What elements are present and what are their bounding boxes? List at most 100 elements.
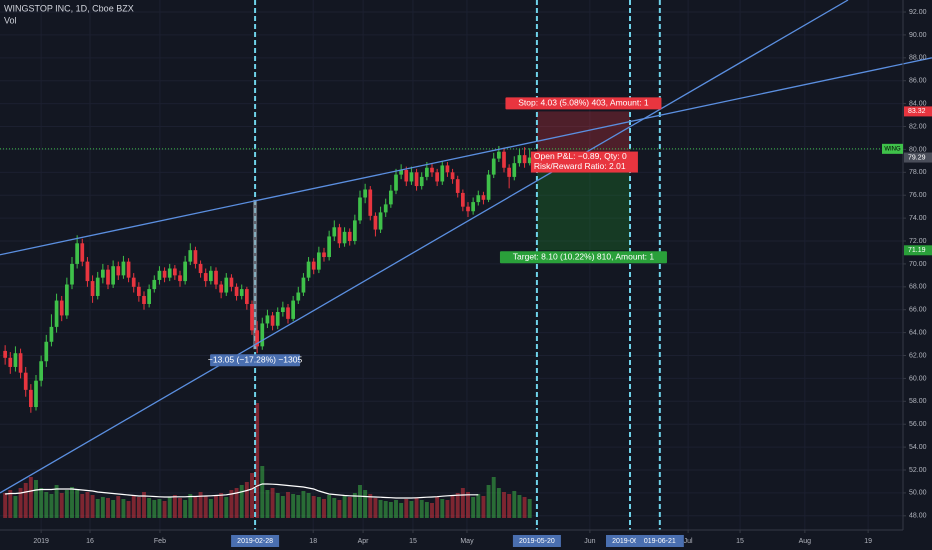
volume-bar	[265, 490, 270, 518]
volume-bar	[430, 503, 434, 518]
candle-body	[337, 227, 342, 244]
candle-body	[394, 174, 398, 191]
volume-bar	[239, 485, 244, 518]
chart-title: WINGSTOP INC, 1D, Cboe BZX	[4, 3, 134, 13]
candle-body	[59, 300, 64, 316]
candle-body	[353, 220, 357, 242]
candle-body	[286, 307, 290, 319]
volume-bar	[404, 499, 409, 518]
volume-bar	[460, 488, 465, 518]
y-tick-label: 66.00	[909, 307, 927, 314]
price-tag-label: 79.29	[908, 154, 926, 161]
volume-bar	[383, 501, 388, 518]
x-tick-label: Aug	[799, 538, 812, 545]
candle-body	[512, 163, 517, 177]
candle-body	[95, 277, 100, 296]
volume-bar	[157, 499, 162, 518]
candle-body	[419, 176, 424, 187]
volume-bar	[75, 489, 80, 518]
stop-label-box	[505, 97, 662, 110]
volume-bar	[126, 501, 131, 518]
volume-bar	[368, 494, 373, 518]
volume-bar	[342, 496, 347, 518]
candle-body	[65, 284, 69, 316]
measure-range	[253, 199, 258, 350]
volume-bar	[517, 495, 522, 518]
volume-bar	[409, 501, 414, 518]
volume-bar	[507, 494, 512, 518]
candle-body	[106, 269, 110, 285]
volume-bar	[301, 491, 306, 518]
volume-bar	[486, 485, 491, 518]
volume-bar	[131, 495, 136, 518]
volume-bar	[208, 499, 213, 518]
volume-bar	[260, 466, 265, 518]
candle-body	[389, 190, 393, 205]
volume-bar	[496, 488, 501, 518]
volume-bar	[162, 501, 167, 518]
candle-body	[363, 189, 367, 198]
candle-body	[101, 269, 105, 278]
candle-body	[29, 389, 33, 408]
x-tick-label: 15	[736, 538, 744, 545]
volume-bar	[316, 497, 321, 518]
volume-bar	[234, 488, 239, 518]
price-tag	[904, 106, 932, 117]
candle-body	[23, 372, 28, 390]
volume-bar	[188, 494, 193, 518]
volume-bar	[244, 482, 249, 518]
y-tick-label: 90.00	[909, 32, 927, 39]
target-label: Target: 8.10 (10.22%) 810, Amount: 1	[513, 252, 655, 262]
candle-body	[121, 261, 126, 276]
candle-body	[440, 165, 445, 182]
volume-bar	[136, 497, 141, 518]
candle-body	[430, 167, 434, 173]
candle-body	[301, 277, 306, 293]
candle-body	[317, 252, 321, 270]
volume-bar	[373, 498, 378, 518]
candle-body	[224, 277, 229, 293]
candle-body	[358, 197, 362, 221]
volume-bar	[296, 495, 301, 518]
y-tick-label: 50.00	[909, 490, 927, 497]
volume-bar	[142, 492, 146, 518]
volume-bar	[455, 493, 460, 518]
y-tick-label: 92.00	[909, 9, 927, 16]
candle-body	[229, 277, 234, 287]
volume-bar	[527, 499, 532, 518]
candle-body	[203, 273, 208, 282]
volume-bar	[100, 497, 105, 518]
volume-bar	[183, 500, 188, 518]
candle-body	[126, 261, 131, 278]
date-marker-box	[231, 535, 280, 547]
candle-body	[311, 261, 316, 270]
candle-body	[152, 279, 157, 290]
y-tick-label: 56.00	[909, 421, 927, 428]
volume-bar	[13, 496, 18, 518]
y-tick-label: 60.00	[909, 375, 927, 382]
candle-body	[90, 281, 95, 296]
volume-bar	[502, 492, 506, 518]
volume-bar	[198, 492, 203, 518]
trend-line	[0, 0, 849, 494]
date-marker-label: 2019-06-13	[612, 538, 648, 545]
volume-bar	[59, 493, 64, 518]
candle-body	[3, 350, 7, 358]
volume-bar	[28, 477, 33, 518]
measure-label-box	[210, 354, 301, 367]
date-marker-label: 019-06-21	[644, 538, 676, 545]
candle-body	[502, 151, 506, 168]
candle-body	[527, 157, 532, 164]
volume-bar	[378, 500, 383, 518]
volume-bar	[337, 500, 342, 518]
volume-bar	[121, 499, 126, 518]
y-tick-label: 80.00	[909, 146, 927, 153]
volume-bar	[147, 498, 152, 518]
candle-body	[517, 155, 522, 164]
volume-bar	[152, 500, 157, 518]
candle-body	[173, 268, 177, 276]
candle-body	[255, 330, 259, 347]
x-tick-label: 16	[86, 538, 94, 545]
candle-body	[85, 261, 90, 282]
volume-bar	[399, 503, 404, 518]
